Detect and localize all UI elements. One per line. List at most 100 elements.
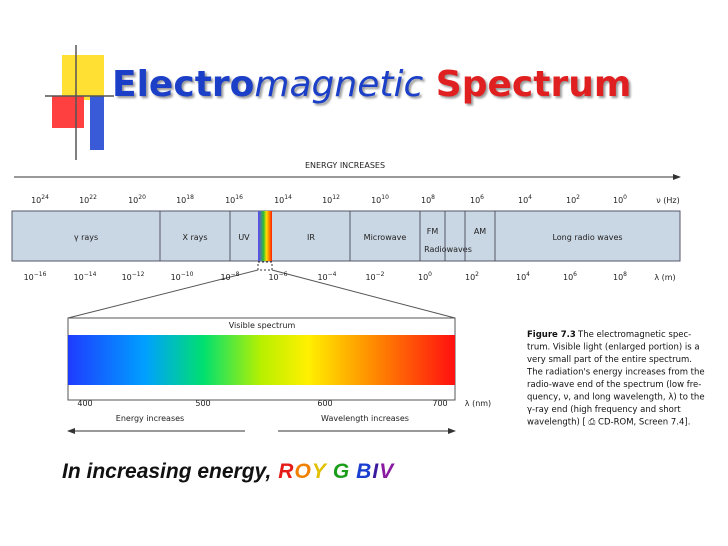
title: Electromagnetic Spectrum bbox=[112, 64, 631, 105]
wavelength-label: 100 bbox=[418, 271, 432, 282]
exponent: −16 bbox=[34, 271, 47, 278]
exponent: −10 bbox=[181, 271, 194, 278]
wavelength-unit: λ (m) bbox=[654, 273, 675, 282]
exponent: −14 bbox=[84, 271, 97, 278]
footer-letter: G bbox=[333, 460, 349, 483]
caption-line: radio-wave end of the spectrum (low fre- bbox=[527, 380, 701, 390]
base: 10 bbox=[470, 196, 480, 205]
base: 10 bbox=[317, 273, 327, 282]
exponent: 2 bbox=[475, 271, 479, 278]
base: 10 bbox=[122, 273, 132, 282]
visible-band bbox=[258, 211, 272, 261]
base: 10 bbox=[176, 196, 186, 205]
frequency-label: 1022 bbox=[79, 194, 97, 205]
base: 10 bbox=[421, 196, 431, 205]
nm-label: 600 bbox=[317, 399, 332, 408]
exponent: −6 bbox=[279, 271, 288, 278]
frequency-label: 1020 bbox=[128, 194, 146, 205]
energy-increases: Energy increases bbox=[116, 414, 184, 423]
caption-line: γ-ray end (high frequency and short bbox=[527, 405, 681, 415]
frequency-label: 102 bbox=[566, 194, 580, 205]
visible-gradient bbox=[68, 335, 455, 385]
zoom-line bbox=[67, 269, 259, 319]
exponent: 12 bbox=[332, 194, 340, 201]
energy-arrow-label: ENERGY INCREASES bbox=[305, 161, 385, 170]
base: 10 bbox=[322, 196, 332, 205]
exponent: 6 bbox=[573, 271, 577, 278]
wavelength-label: 10−14 bbox=[74, 271, 97, 282]
base: 10 bbox=[566, 196, 576, 205]
frequency-label: 100 bbox=[613, 194, 627, 205]
wavelength-label: 10−2 bbox=[365, 271, 384, 282]
band-box bbox=[11, 210, 681, 262]
exponent: 0 bbox=[623, 194, 627, 201]
frequency-label: 1012 bbox=[322, 194, 340, 205]
caption-line: The electromagnetic spec- bbox=[577, 330, 691, 340]
exponent: 14 bbox=[284, 194, 292, 201]
exponent: 16 bbox=[235, 194, 243, 201]
exponent: −4 bbox=[328, 271, 337, 278]
footer-letter: O bbox=[294, 460, 310, 483]
footer: In increasing energy, ROY G BIV bbox=[62, 460, 395, 483]
band-label: X rays bbox=[182, 233, 207, 242]
base: 10 bbox=[274, 196, 284, 205]
wavelength-label: 106 bbox=[563, 271, 577, 282]
nm-label: 700 bbox=[432, 399, 447, 408]
footer-text: In increasing energy, bbox=[62, 460, 271, 483]
band-label: UV bbox=[238, 233, 250, 242]
exponent: 8 bbox=[623, 271, 627, 278]
base: 10 bbox=[418, 273, 428, 282]
nm-label: 500 bbox=[195, 399, 210, 408]
exponent: 4 bbox=[526, 271, 530, 278]
deco-yellow bbox=[62, 55, 104, 100]
title-part: magnetic bbox=[254, 64, 423, 105]
frequency-label: 1010 bbox=[371, 194, 389, 205]
exponent: 22 bbox=[89, 194, 97, 201]
caption: Figure 7.3 The electromagnetic spec-trum… bbox=[526, 330, 705, 428]
wavelength-label: 10−10 bbox=[171, 271, 194, 282]
wavelength-label: 102 bbox=[465, 271, 479, 282]
title-part: Electro bbox=[112, 64, 254, 105]
exponent: −12 bbox=[132, 271, 145, 278]
frequency-label: 1018 bbox=[176, 194, 194, 205]
base: 10 bbox=[613, 196, 623, 205]
frequency-label: 1024 bbox=[31, 194, 49, 205]
base: 10 bbox=[268, 273, 278, 282]
base: 10 bbox=[74, 273, 84, 282]
base: 10 bbox=[518, 196, 528, 205]
title-part: Spectrum bbox=[436, 64, 632, 105]
frequency-label: 1016 bbox=[225, 194, 243, 205]
base: 10 bbox=[371, 196, 381, 205]
band-label: Microwave bbox=[364, 233, 407, 242]
radiowaves-label: Radiowaves bbox=[424, 245, 472, 254]
band-label: FM bbox=[427, 227, 439, 236]
visible-title: Visible spectrum bbox=[229, 321, 296, 330]
caption-label: Figure 7.3 bbox=[527, 330, 576, 340]
base: 10 bbox=[171, 273, 181, 282]
base: 10 bbox=[465, 273, 475, 282]
frequency-label: 104 bbox=[518, 194, 532, 205]
band-label: AM bbox=[474, 227, 486, 236]
caption-line: very small part of the entire spectrum. bbox=[527, 355, 692, 365]
wavelength-label: 10−4 bbox=[317, 271, 336, 282]
base: 10 bbox=[220, 273, 230, 282]
base: 10 bbox=[563, 273, 573, 282]
wavelength-label: 10−16 bbox=[24, 271, 47, 282]
deco-blue bbox=[90, 96, 104, 150]
wavelength-label: 10−8 bbox=[220, 271, 239, 282]
base: 10 bbox=[31, 196, 41, 205]
deco-red bbox=[52, 96, 84, 128]
wavelength-label: 10−12 bbox=[122, 271, 145, 282]
footer-letter: B bbox=[356, 460, 371, 483]
caption-line: quency, ν, and long wavelength, λ) to th… bbox=[527, 393, 705, 403]
caption-line: The radiation's energy increases from th… bbox=[526, 368, 705, 378]
wavelength-label: 108 bbox=[613, 271, 627, 282]
band-label: γ rays bbox=[74, 233, 98, 242]
exponent: 8 bbox=[431, 194, 435, 201]
exponent: −2 bbox=[376, 271, 385, 278]
base: 10 bbox=[365, 273, 375, 282]
exponent: 0 bbox=[428, 271, 432, 278]
exponent: 10 bbox=[381, 194, 389, 201]
exponent: 20 bbox=[138, 194, 146, 201]
base: 10 bbox=[24, 273, 34, 282]
